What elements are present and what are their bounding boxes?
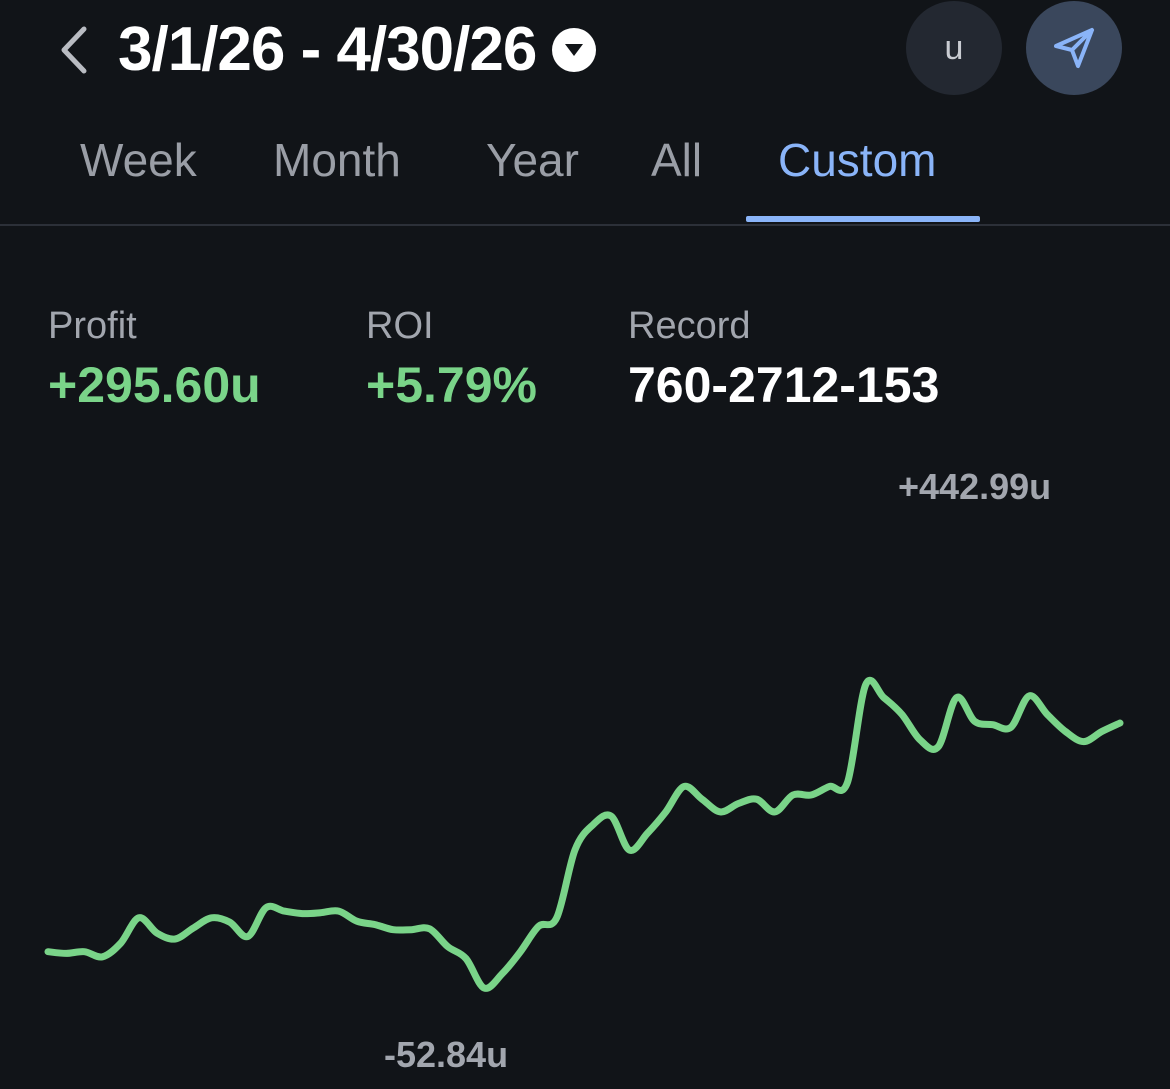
record-stat: Record 760-2712-153 — [628, 302, 939, 418]
date-range-text: 3/1/26 - 4/30/26 — [118, 15, 537, 84]
record-value: 760-2712-153 — [628, 357, 940, 413]
chart-max-label: +442.99u — [898, 466, 1052, 507]
tab-month[interactable]: Month — [273, 134, 401, 186]
profit-series-line — [44, 676, 1124, 992]
header: 3/1/26 - 4/30/26 u — [0, 0, 1170, 100]
tab-week[interactable]: Week — [80, 134, 197, 186]
share-button[interactable] — [1026, 1, 1122, 95]
roi-value: +5.79% — [366, 357, 537, 413]
chevron-left-icon — [61, 26, 87, 74]
time-range-tabs: Week Month Year All Custom — [0, 118, 1170, 226]
profit-label: Profit — [48, 305, 137, 347]
profit-value: +295.60u — [48, 357, 261, 413]
roi-stat: ROI +5.79% — [366, 302, 537, 418]
send-icon — [1054, 28, 1094, 68]
record-label: Record — [628, 305, 751, 347]
tab-all[interactable]: All — [651, 134, 703, 186]
tab-custom[interactable]: Custom — [778, 134, 937, 186]
unit-toggle-label: u — [944, 28, 964, 67]
chart-min-label: -52.84u — [384, 1034, 509, 1075]
caret-down-icon — [552, 28, 597, 72]
profit-line-chart — [44, 676, 1124, 992]
active-tab-indicator — [746, 216, 980, 222]
tab-year[interactable]: Year — [486, 134, 579, 186]
roi-label: ROI — [366, 305, 434, 347]
profit-stat: Profit +295.60u — [48, 302, 261, 418]
date-range-selector[interactable]: 3/1/26 - 4/30/26 — [118, 14, 597, 86]
back-button[interactable] — [48, 22, 98, 78]
unit-toggle-button[interactable]: u — [906, 1, 1002, 95]
